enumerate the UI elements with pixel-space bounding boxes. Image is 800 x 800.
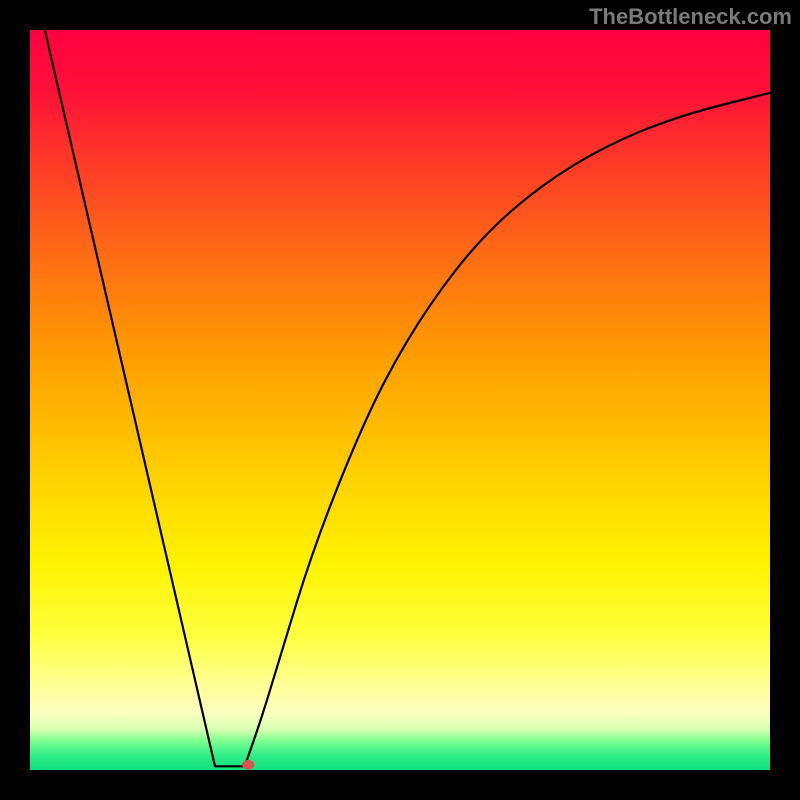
optimal-point-marker xyxy=(242,760,254,770)
watermark-label: TheBottleneck.com xyxy=(589,4,792,30)
bottleneck-chart xyxy=(30,30,770,770)
chart-container: TheBottleneck.com xyxy=(0,0,800,800)
chart-background xyxy=(30,30,770,770)
